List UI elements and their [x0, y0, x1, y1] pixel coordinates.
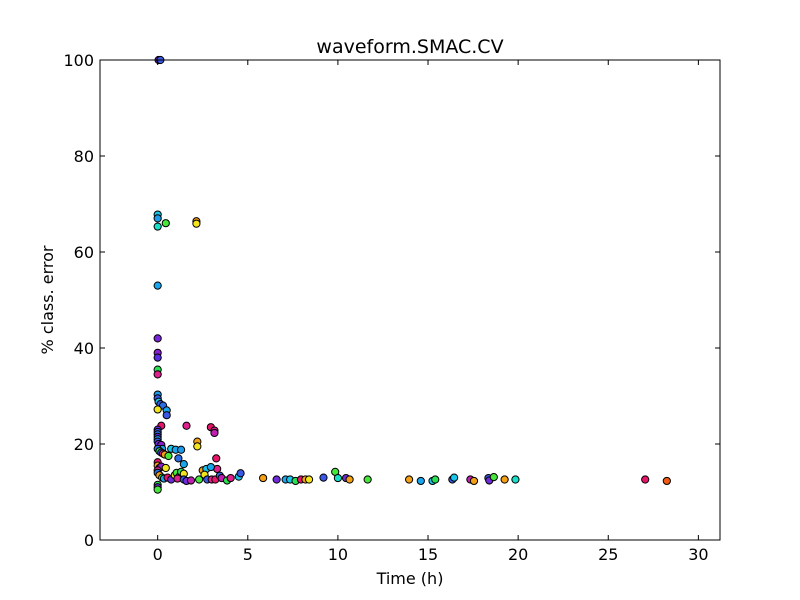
plot-area: [100, 60, 720, 540]
data-point: [304, 475, 314, 484]
y-tick-label: 100: [63, 51, 94, 70]
data-point: [333, 473, 343, 483]
y-tick-label: 80: [74, 147, 94, 166]
x-axis-label: Time (h): [376, 569, 444, 588]
data-point: [153, 214, 162, 223]
data-point: [153, 485, 162, 494]
data-point: [153, 370, 162, 379]
data-point: [182, 421, 191, 430]
x-axis: 0 5 10 15 20 25 30: [153, 60, 709, 564]
data-point: [319, 473, 328, 482]
y-tick-label: 0: [84, 531, 94, 550]
data-point: [206, 462, 215, 472]
data-point: [162, 411, 171, 420]
x-tick-label: 30: [688, 545, 708, 564]
data-point: [363, 475, 372, 484]
y-tick-label: 40: [74, 339, 94, 358]
data-point: [179, 460, 188, 469]
data-point: [153, 334, 162, 343]
data-point: [153, 281, 162, 290]
data-point: [186, 476, 196, 485]
data-point: [259, 473, 268, 483]
x-tick-label: 25: [598, 545, 618, 564]
data-point: [662, 476, 671, 486]
data-point: [500, 475, 509, 484]
data-point: [161, 463, 170, 473]
data-point: [405, 475, 414, 484]
data-point: [192, 219, 201, 228]
data-point: [416, 476, 425, 486]
y-tick-label: 20: [74, 435, 94, 454]
plot-frame: [99, 59, 721, 541]
x-tick-label: 0: [153, 545, 163, 564]
data-point: [153, 353, 162, 362]
data-point: [210, 428, 219, 438]
x-tick-label: 10: [328, 545, 348, 564]
data-point: [489, 473, 498, 482]
data-point: [641, 475, 650, 484]
data-point: [236, 469, 245, 478]
x-tick-label: 15: [418, 545, 438, 564]
data-point: [469, 476, 479, 486]
y-axis: 0 20 40 60 80 100: [63, 51, 720, 550]
data-point: [161, 219, 170, 228]
data-point: [511, 475, 520, 484]
chart-title: waveform.SMAC.CV: [316, 36, 503, 58]
x-tick-label: 20: [508, 545, 528, 564]
data-point: [431, 475, 440, 484]
x-tick-label: 5: [243, 545, 253, 564]
data-point: [177, 445, 186, 454]
y-tick-label: 60: [74, 243, 94, 262]
points-layer: [153, 55, 671, 494]
data-point: [450, 473, 459, 482]
data-point: [174, 454, 183, 463]
data-point: [193, 442, 202, 451]
data-point: [164, 451, 173, 461]
data-point: [345, 475, 354, 484]
data-point: [226, 473, 235, 483]
data-point: [212, 454, 221, 463]
data-point: [272, 475, 281, 484]
data-point: [153, 222, 162, 231]
data-point: [195, 475, 204, 484]
y-axis-label: % class. error: [38, 245, 57, 354]
data-point: [153, 405, 162, 414]
